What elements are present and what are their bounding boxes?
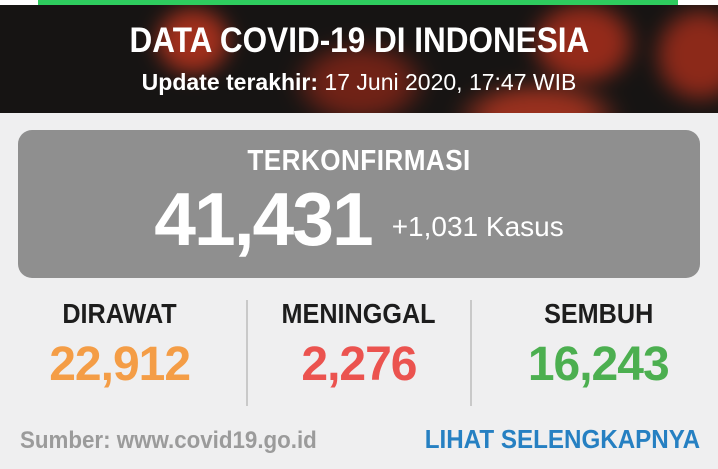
header-banner: DATA COVID-19 DI INDONESIA Update terakh… (0, 5, 718, 113)
stats-row: DIRAWAT 22,912 MENINGGAL 2,276 SEMBUH 16… (0, 296, 718, 391)
stat-sembuh-label: SEMBUH (543, 298, 653, 329)
confirmed-new-cases: +1,031 Kasus (391, 211, 564, 242)
page-load-progress-track (0, 0, 718, 5)
column-divider-right (470, 300, 472, 406)
stat-sembuh-value: 16,243 (527, 338, 670, 391)
last-update-text: Update terakhir: 17 Juni 2020, 17:47 WIB (0, 68, 718, 96)
footer-row: Sumber: www.covid19.go.id LIHAT SELENGKA… (20, 424, 700, 455)
stat-dirawat-value: 22,912 (49, 338, 191, 391)
confirmed-total: 41,431 (154, 177, 373, 261)
column-divider-left (246, 300, 248, 406)
page-title: DATA COVID-19 DI INDONESIA (129, 21, 589, 60)
page-load-progress-bar (38, 0, 678, 5)
stat-meninggal-label: MENINGGAL (281, 298, 436, 329)
data-source-text: Sumber: www.covid19.go.id (20, 427, 317, 454)
stat-meninggal: MENINGGAL 2,276 (239, 296, 478, 391)
stat-dirawat-label: DIRAWAT (62, 298, 177, 329)
stat-meninggal-value: 2,276 (301, 338, 417, 391)
confirmed-card: TERKONFIRMASI 41,431 +1,031 Kasus (18, 130, 700, 278)
confirmed-label: TERKONFIRMASI (247, 145, 471, 177)
last-update-value: 17 Juni 2020, 17:47 WIB (318, 69, 577, 95)
stat-dirawat: DIRAWAT 22,912 (0, 296, 239, 391)
see-more-link[interactable]: LIHAT SELENGKAPNYA (424, 424, 700, 454)
last-update-label: Update terakhir: (141, 69, 319, 95)
stat-sembuh: SEMBUH 16,243 (479, 296, 718, 391)
